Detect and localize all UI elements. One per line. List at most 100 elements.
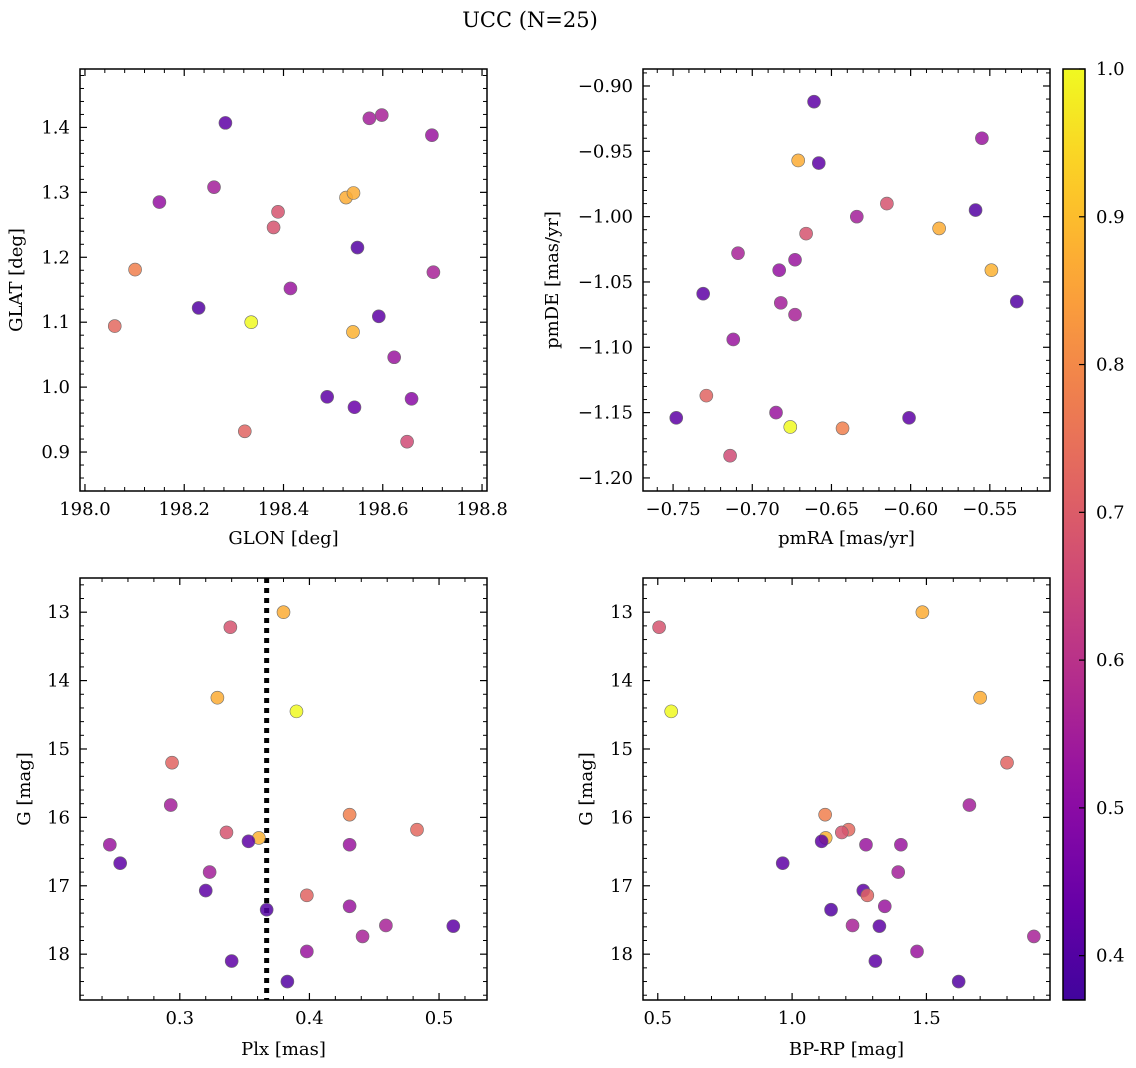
scatter-point xyxy=(191,301,206,315)
y-axis-label: pmDE [mas/yr] xyxy=(542,211,563,349)
scatter-point xyxy=(845,918,860,933)
scatter-point xyxy=(207,180,221,194)
x-tick-label: 198.4 xyxy=(258,499,310,520)
scatter-point xyxy=(224,954,239,968)
y-tick-label: 1.0 xyxy=(41,377,70,398)
x-tick-label: 198.2 xyxy=(158,499,210,520)
y-tick-label: −1.00 xyxy=(578,207,633,228)
panel-glon-glat: 198.0 198.2 198.4 198.6 198.8 0.9 1.0 1.1 1.2 1.3… xyxy=(6,68,508,549)
colorbar-gradient xyxy=(1063,69,1085,1000)
scatter-point xyxy=(210,690,225,705)
scatter-point xyxy=(723,448,737,463)
y-tick-label: 1.1 xyxy=(41,312,70,333)
scatter-point xyxy=(446,919,461,933)
scatter-point xyxy=(824,902,838,917)
scatter-point xyxy=(379,918,393,933)
y-tick-label: 13 xyxy=(47,602,70,623)
axes-frame xyxy=(642,577,1051,1001)
scatter-point xyxy=(731,246,745,261)
x-tick-label: 0.3 xyxy=(165,1008,194,1029)
y-tick-label: 17 xyxy=(47,876,70,897)
scatter-point xyxy=(877,899,892,914)
scatter-point xyxy=(219,825,234,840)
y-tick-label: 1.2 xyxy=(41,247,70,268)
scatter-point xyxy=(894,837,908,852)
x-tick-label: 198.8 xyxy=(456,499,508,520)
scatter-point xyxy=(152,195,167,209)
scatter-point xyxy=(320,390,334,404)
figure-title: UCC (N=25) xyxy=(462,8,598,32)
scatter-point xyxy=(835,421,850,436)
y-tick-label: −1.15 xyxy=(578,403,633,424)
x-tick-label: −0.55 xyxy=(962,499,1017,520)
scatter-point xyxy=(113,856,127,871)
scatter-point xyxy=(968,203,983,217)
colorbar: 0.4 0.5 0.6 0.7 0.8 0.9 1.0 xyxy=(1062,59,1125,1001)
scatter-point xyxy=(244,315,259,330)
x-axis-label: Plx [mas] xyxy=(241,1039,326,1060)
y-tick-label: −1.05 xyxy=(578,272,633,293)
y-axis-label: GLAT [deg] xyxy=(6,228,27,332)
y-tick-label: 13 xyxy=(610,602,633,623)
scatter-point xyxy=(346,325,360,339)
scatter-point xyxy=(834,825,849,840)
x-tick-label: 0.4 xyxy=(295,1008,324,1029)
y-tick-label: −0.95 xyxy=(578,141,633,162)
y-tick-label: 15 xyxy=(610,739,633,760)
x-tick-label: −0.60 xyxy=(883,499,938,520)
x-axis-label: GLON [deg] xyxy=(228,528,338,549)
x-tick-label: −0.65 xyxy=(804,499,859,520)
scatter-point xyxy=(280,974,295,989)
scatter-point xyxy=(783,420,798,434)
scatter-point xyxy=(788,307,802,322)
scatter-point xyxy=(932,221,946,236)
scatter-point xyxy=(860,888,875,903)
scatter-point xyxy=(910,944,924,959)
y-tick-label: −0.90 xyxy=(578,76,633,97)
scatter-point xyxy=(410,822,424,837)
scatter-point xyxy=(788,252,802,267)
panel-cmd: 0.5 1.0 1.5 13 14 15 16 17 18 BP-RP [mag] G [mag] xyxy=(576,577,1051,1060)
x-tick-label: 198.6 xyxy=(357,499,409,520)
colorbar-tick-label: 0.8 xyxy=(1096,355,1125,376)
scatter-point xyxy=(300,944,314,959)
y-tick-label: 1.3 xyxy=(41,182,70,203)
scatter-point xyxy=(872,919,887,933)
scatter-point xyxy=(859,837,873,852)
y-tick-label: 17 xyxy=(610,876,633,897)
scatter-point xyxy=(346,186,361,200)
panel-plx-g: 0.3 0.4 0.5 13 14 15 16 17 18 Plx [mas] G [mag] xyxy=(14,577,488,1060)
scatter-point xyxy=(791,153,805,168)
y-tick-label: 15 xyxy=(47,739,70,760)
scatter-point xyxy=(107,319,122,333)
scatter-point xyxy=(350,240,365,255)
scatter-point xyxy=(425,128,439,143)
scatter-point xyxy=(218,116,233,130)
scatter-point xyxy=(237,424,252,439)
y-axis-label: G [mag] xyxy=(576,752,597,825)
scatter-point xyxy=(271,205,285,219)
scatter-point xyxy=(289,704,304,719)
scatter-point xyxy=(773,296,788,310)
scatter-point xyxy=(769,405,783,420)
panel-pm: −0.75 −0.70 −0.65 −0.60 −0.55 −1.20 −1.15 −1.10… xyxy=(542,68,1051,549)
colorbar-frame xyxy=(1062,68,1086,1001)
scatter-point xyxy=(652,620,666,635)
scatter-point xyxy=(951,974,966,989)
scatter-point xyxy=(799,226,813,241)
scatter-point xyxy=(973,690,987,705)
panels: 198.0 198.2 198.4 198.6 198.8 0.9 1.0 1.1 1.2 1.3… xyxy=(6,68,1051,1060)
scatter-point xyxy=(241,834,256,849)
x-axis-label: pmRA [mas/yr] xyxy=(778,528,915,549)
scatter-point xyxy=(266,220,281,235)
colorbar-tick-label: 0.9 xyxy=(1096,207,1125,228)
scatter-point xyxy=(902,411,916,425)
y-tick-label: 1.4 xyxy=(41,117,70,138)
scatter-point xyxy=(772,263,786,278)
scatter-point xyxy=(371,309,386,324)
scatter-point xyxy=(165,755,179,770)
scatter-point xyxy=(915,605,930,619)
scatter-point xyxy=(342,807,357,822)
scatter-point xyxy=(342,899,357,914)
